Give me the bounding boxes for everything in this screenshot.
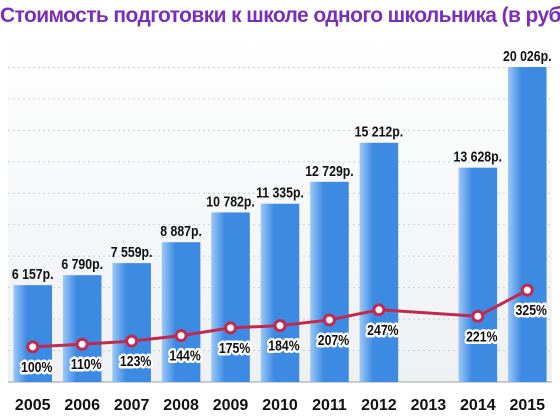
value-label-2014: 13 628р. bbox=[454, 149, 503, 165]
growth-point-2005 bbox=[26, 340, 40, 354]
category-label-2008: 2008 bbox=[163, 397, 199, 414]
category-label-2013: 2013 bbox=[411, 397, 447, 414]
bar-2006 bbox=[62, 275, 102, 382]
value-label-2012: 15 212р. bbox=[355, 124, 404, 140]
growth-point-2015 bbox=[520, 283, 534, 297]
percent-label-halo-2006: 110% bbox=[71, 356, 102, 372]
bar-2010 bbox=[260, 203, 300, 382]
category-label-2012: 2012 bbox=[361, 397, 397, 414]
percent-label-halo-2011: 207% bbox=[318, 332, 349, 348]
percent-label-halo-2012: 247% bbox=[367, 322, 398, 338]
growth-point-2007 bbox=[125, 334, 139, 348]
percent-label-halo-2005: 100% bbox=[21, 359, 52, 375]
bar-2005 bbox=[13, 285, 53, 382]
value-label-2008: 8 887р. bbox=[160, 223, 202, 239]
growth-point-2012 bbox=[372, 303, 386, 317]
growth-line bbox=[26, 283, 534, 354]
percent-label-halo-2015: 325% bbox=[516, 302, 547, 318]
percent-label-halo-2008: 144% bbox=[169, 348, 200, 364]
bar-2008 bbox=[161, 242, 201, 382]
category-label-2006: 2006 bbox=[64, 397, 100, 414]
bar-2009 bbox=[211, 212, 250, 382]
category-label-2015: 2015 bbox=[509, 397, 545, 414]
growth-point-2009 bbox=[224, 321, 238, 335]
growth-point-2008 bbox=[174, 329, 188, 343]
value-label-2005: 6 157р. bbox=[12, 266, 54, 282]
percent-label-2005: 100% bbox=[21, 359, 52, 375]
percent-label-2009: 175% bbox=[219, 340, 250, 356]
percent-label-2014: 221% bbox=[466, 328, 497, 344]
category-label-2009: 2009 bbox=[213, 397, 249, 414]
category-label-2005: 2005 bbox=[15, 397, 51, 414]
percent-label-halo-2007: 123% bbox=[120, 353, 151, 369]
bars bbox=[13, 67, 547, 382]
percent-label-2007: 123% bbox=[120, 353, 151, 369]
percent-label-halo-2010: 184% bbox=[268, 338, 299, 354]
chart-title: Стоимость подготовки к школе одного школ… bbox=[0, 4, 560, 27]
percent-label-2012: 247% bbox=[367, 322, 398, 338]
category-label-2011: 2011 bbox=[312, 397, 347, 414]
growth-point-2011 bbox=[322, 313, 336, 327]
growth-polyline bbox=[32, 288, 528, 349]
bar-2012 bbox=[359, 142, 399, 382]
value-label-2006: 6 790р. bbox=[61, 256, 103, 272]
labels: 6 157р. 2005 6 790р. 2006 7 559р. 2007 8 887р.… bbox=[12, 48, 552, 414]
bar-2014 bbox=[458, 167, 498, 382]
bar-2007 bbox=[112, 263, 151, 382]
percent-label-halo-2014: 221% bbox=[466, 328, 497, 344]
percent-label-halo-2009: 175% bbox=[219, 340, 250, 356]
value-label-2007: 7 559р. bbox=[111, 244, 153, 260]
percent-label-2015: 325% bbox=[516, 302, 547, 318]
bar-2011 bbox=[310, 181, 349, 382]
growth-point-2010 bbox=[273, 319, 287, 333]
category-label-2007: 2007 bbox=[114, 397, 150, 414]
category-label-2010: 2010 bbox=[262, 397, 298, 414]
percent-label-2011: 207% bbox=[318, 332, 349, 348]
bar-2015 bbox=[507, 67, 547, 382]
value-label-2009: 10 782р. bbox=[206, 193, 255, 209]
growth-point-2006 bbox=[75, 337, 89, 351]
percent-label-2010: 184% bbox=[268, 338, 299, 354]
value-label-2010: 11 335р. bbox=[256, 185, 304, 201]
value-label-2015: 20 026р. bbox=[503, 48, 552, 64]
percent-label-2008: 144% bbox=[169, 348, 200, 364]
category-label-2014: 2014 bbox=[460, 397, 496, 414]
growth-point-2014 bbox=[471, 309, 485, 323]
value-label-2011: 12 729р. bbox=[305, 163, 354, 179]
percent-label-2006: 110% bbox=[71, 356, 102, 372]
